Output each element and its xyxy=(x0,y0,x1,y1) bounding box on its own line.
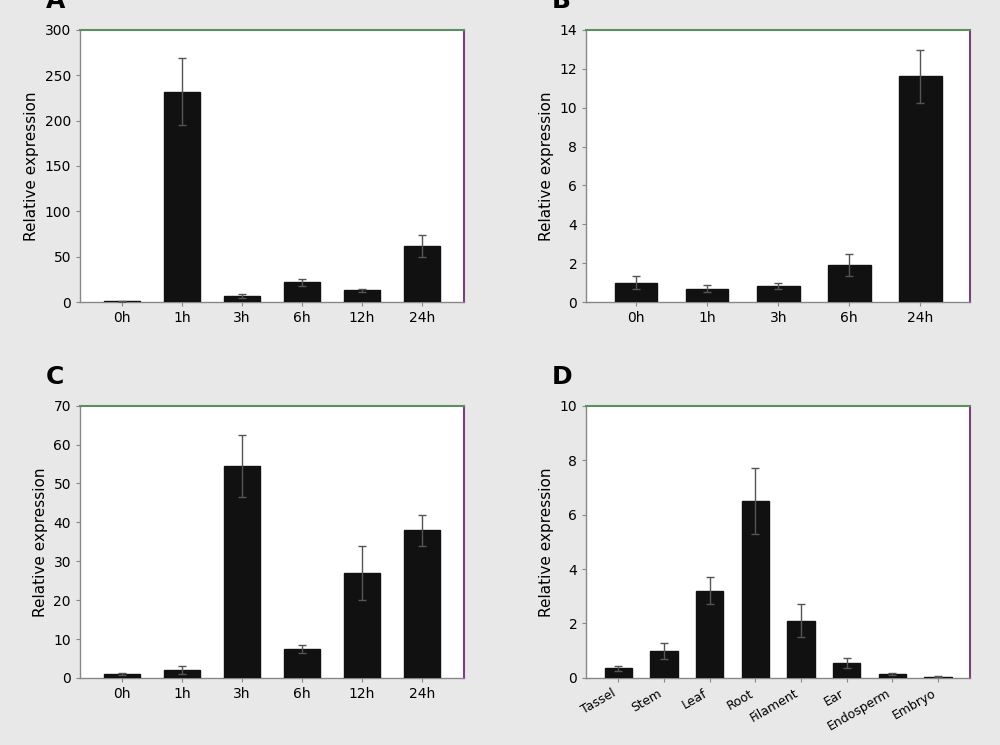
Bar xyxy=(104,674,140,678)
Bar xyxy=(344,291,380,302)
Text: D: D xyxy=(552,365,572,390)
Bar xyxy=(284,649,320,678)
Y-axis label: Relative expression: Relative expression xyxy=(539,467,554,617)
Bar xyxy=(899,77,942,302)
Bar xyxy=(924,676,952,678)
Bar xyxy=(605,668,632,678)
Text: C: C xyxy=(45,365,64,390)
Bar xyxy=(787,621,815,678)
Bar xyxy=(404,246,440,302)
Bar xyxy=(284,282,320,302)
Bar xyxy=(828,265,871,302)
Bar xyxy=(650,650,678,678)
Bar xyxy=(164,670,200,678)
Y-axis label: Relative expression: Relative expression xyxy=(33,467,48,617)
Bar xyxy=(224,296,260,302)
Bar xyxy=(879,674,906,678)
Bar xyxy=(164,92,200,302)
Bar xyxy=(104,301,140,302)
Bar xyxy=(224,466,260,678)
Bar xyxy=(686,288,728,302)
Y-axis label: Relative expression: Relative expression xyxy=(539,91,554,241)
Bar xyxy=(696,591,723,678)
Bar xyxy=(615,282,657,302)
Text: B: B xyxy=(552,0,571,13)
Y-axis label: Relative expression: Relative expression xyxy=(24,91,39,241)
Bar xyxy=(742,501,769,678)
Bar xyxy=(833,663,860,678)
Text: A: A xyxy=(45,0,65,13)
Bar xyxy=(757,285,800,302)
Bar xyxy=(344,573,380,678)
Bar xyxy=(404,530,440,678)
